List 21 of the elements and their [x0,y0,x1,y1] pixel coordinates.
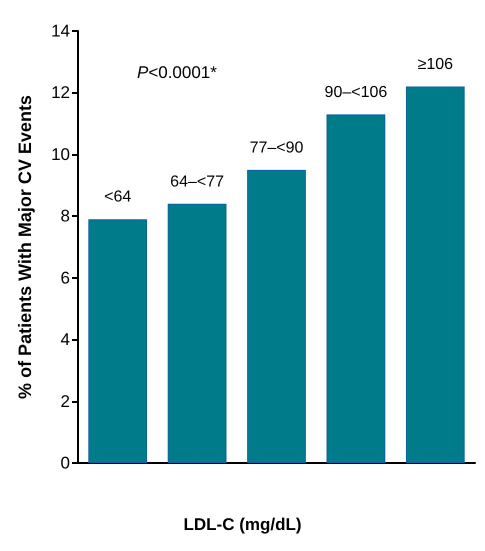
y-tick-label: 8 [60,206,70,226]
x-tick-label: 77–<90 [250,139,304,156]
y-tick-label: 4 [60,330,70,350]
y-tick-label: 6 [60,268,70,288]
y-tick-label: 14 [51,22,70,40]
x-tick-label: ≥106 [418,56,454,74]
x-tick-label: 64–<77 [170,173,224,190]
y-tick-label: 2 [60,392,70,411]
y-tick-label: 0 [60,454,70,472]
bar [326,114,386,463]
y-axis-title: % of Patients With Major CV Events [15,95,35,399]
x-tick-label: <64 [104,188,132,206]
x-axis-title: LDL-C (mg/dL) [183,515,302,534]
annotation: P<0.0001* [137,63,218,82]
bar [247,170,306,463]
x-tick-label: 90–<106 [324,84,388,101]
bar [168,204,226,463]
y-tick-label: 10 [51,144,70,164]
bar [406,86,465,463]
bar [88,219,148,463]
y-tick-label: 12 [51,83,70,102]
